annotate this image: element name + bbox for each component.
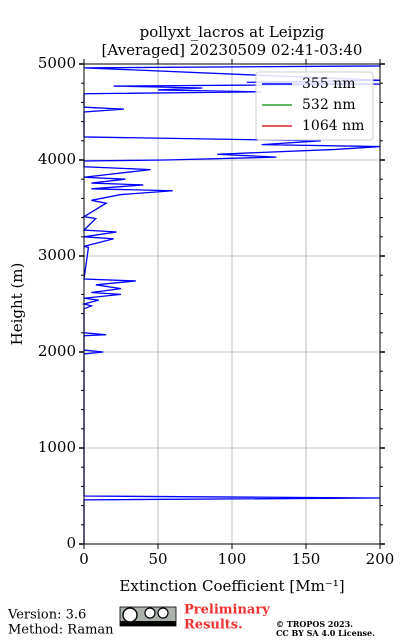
legend-box <box>255 71 374 141</box>
x-tick-label: 200 <box>366 550 395 568</box>
license: CC BY SA 4.0 License. <box>276 628 375 638</box>
version: Version: 3.6 <box>7 608 86 623</box>
legend-label: 355 nm <box>302 76 355 92</box>
y-tick-label: 1000 <box>38 438 76 456</box>
x-tick-label: 50 <box>148 550 167 568</box>
x-axis-label: Extinction Coefficient [Mm⁻¹] <box>119 577 344 595</box>
x-tick-label: 150 <box>292 550 321 568</box>
y-tick-label: 5000 <box>38 54 76 72</box>
legend-label: 532 nm <box>302 97 355 113</box>
y-tick-label: 2000 <box>38 342 76 360</box>
cc-logo <box>119 606 177 627</box>
chart-title: pollyxt_lacros at Leipzig <box>140 23 325 41</box>
plot-frame <box>83 63 381 545</box>
legend-label: 1064 nm <box>302 118 364 134</box>
y-tick-label: 0 <box>66 534 76 552</box>
copyright: © TROPOS 2023. <box>276 619 353 629</box>
y-axis-label: Height (m) <box>8 263 26 346</box>
y-tick-label: 3000 <box>38 246 76 264</box>
preliminary-notice: Preliminary <box>184 603 270 618</box>
x-tick-label: 100 <box>218 550 247 568</box>
x-tick-label: 0 <box>79 550 89 568</box>
y-tick-label: 4000 <box>38 150 76 168</box>
method: Method: Raman <box>8 623 114 638</box>
preliminary-notice: Results. <box>184 618 243 633</box>
chart-subtitle: [Averaged] 20230509 02:41-03:40 <box>102 41 363 59</box>
